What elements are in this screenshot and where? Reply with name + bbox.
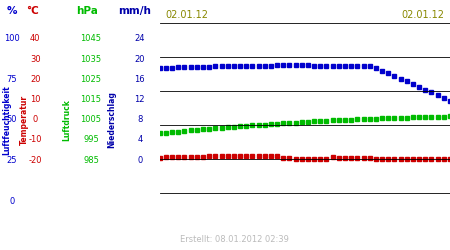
Text: 02.01.12: 02.01.12 — [401, 10, 444, 20]
Text: 1035: 1035 — [81, 55, 102, 64]
Text: -10: -10 — [28, 136, 42, 144]
Text: 40: 40 — [30, 34, 40, 43]
Text: 1045: 1045 — [81, 34, 102, 43]
Text: 20: 20 — [30, 75, 40, 84]
Text: 1015: 1015 — [81, 95, 102, 104]
Text: Temperatur: Temperatur — [19, 95, 28, 145]
Text: Niederschlag: Niederschlag — [107, 92, 116, 148]
Text: 75: 75 — [7, 75, 17, 84]
Text: Luftdruck: Luftdruck — [63, 99, 72, 141]
Text: Luftfeuchtigkeit: Luftfeuchtigkeit — [2, 85, 11, 155]
Text: 25: 25 — [7, 156, 17, 165]
Text: 100: 100 — [4, 34, 20, 43]
Text: mm/h: mm/h — [118, 6, 151, 16]
Text: 16: 16 — [135, 75, 145, 84]
Text: 10: 10 — [30, 95, 40, 104]
Text: 0: 0 — [137, 156, 142, 165]
Text: 0: 0 — [32, 116, 38, 124]
Text: 985: 985 — [83, 156, 99, 165]
Text: 20: 20 — [135, 55, 145, 64]
Text: 02.01.12: 02.01.12 — [166, 10, 208, 20]
Text: 24: 24 — [135, 34, 145, 43]
Text: 995: 995 — [83, 136, 99, 144]
Text: hPa: hPa — [76, 6, 98, 16]
Text: 1025: 1025 — [81, 75, 102, 84]
Text: 30: 30 — [30, 55, 40, 64]
Text: %: % — [7, 6, 17, 16]
Text: 12: 12 — [135, 95, 145, 104]
Text: Erstellt: 08.01.2012 02:39: Erstellt: 08.01.2012 02:39 — [180, 235, 289, 244]
Text: -20: -20 — [28, 156, 42, 165]
Text: 8: 8 — [137, 116, 143, 124]
Text: 0: 0 — [9, 197, 14, 206]
Text: °C: °C — [27, 6, 39, 16]
Text: 1005: 1005 — [81, 116, 102, 124]
Bar — [0, 0, 160, 25]
Text: 4: 4 — [137, 136, 142, 144]
Text: 50: 50 — [7, 116, 17, 124]
